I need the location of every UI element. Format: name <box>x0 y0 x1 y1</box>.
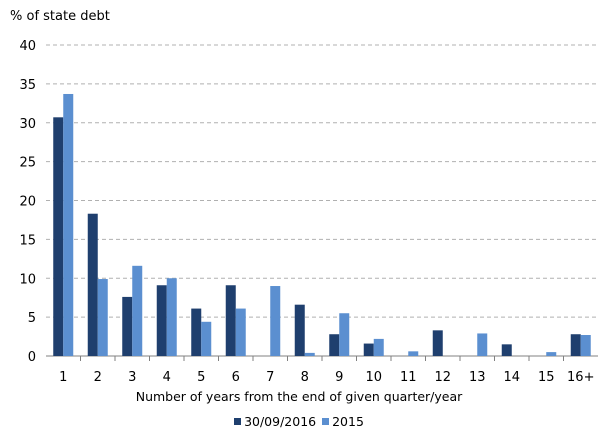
y-tick-label: 5 <box>28 311 36 326</box>
legend-label-series-2: 2015 <box>332 414 364 429</box>
bar-series-2-13 <box>477 333 488 356</box>
bar-series-1-2 <box>87 213 98 356</box>
x-tick-label: 2 <box>94 370 102 385</box>
bar-series-2-1 <box>63 93 74 357</box>
x-tick-label: 10 <box>365 370 382 385</box>
bar-series-2-10 <box>373 338 384 356</box>
bar-series-2-15 <box>546 352 557 356</box>
x-tick-label: 9 <box>335 370 343 385</box>
legend: 30/09/2016 2015 <box>0 414 598 429</box>
bar-series-1-3 <box>122 296 133 356</box>
x-tick-label: 15 <box>538 370 555 385</box>
bar-series-2-4 <box>166 278 177 356</box>
x-tick-label: 7 <box>266 370 274 385</box>
legend-item-series-1: 30/09/2016 <box>234 414 316 429</box>
bar-series-1-6 <box>225 285 236 356</box>
x-tick-label: 1 <box>59 370 67 385</box>
bar-series-1-9 <box>329 334 340 356</box>
bar-series-1-4 <box>156 285 167 356</box>
x-tick-label: 12 <box>434 370 451 385</box>
x-tick-label: 14 <box>503 370 520 385</box>
bar-series-2-16+ <box>580 335 591 356</box>
bar-series-1-1 <box>53 117 64 357</box>
bar-series-2-11 <box>408 351 419 356</box>
bar-series-1-14 <box>501 344 512 356</box>
x-tick-labels: 1 2 3 4 5 6 7 8 9 10 11 12 13 14 15 16+ <box>59 370 594 385</box>
x-axis-title: Number of years from the end of given qu… <box>135 389 463 404</box>
y-tick-label: 10 <box>19 272 36 287</box>
y-tick-label: 15 <box>19 233 36 248</box>
x-tick-label: 3 <box>128 370 136 385</box>
y-tick-label: 40 <box>19 39 36 54</box>
bar-series-1-12 <box>432 330 443 356</box>
legend-swatch-series-2 <box>322 418 330 425</box>
bar-series-2-3 <box>132 265 143 356</box>
bar-series-1-5 <box>191 308 202 356</box>
x-tick-label: 13 <box>469 370 486 385</box>
legend-item-series-2: 2015 <box>322 414 364 429</box>
bar-series-2-5 <box>201 321 212 356</box>
y-tick-label: 0 <box>28 350 36 365</box>
bar-series-1-16+ <box>570 334 581 356</box>
legend-label-series-1: 30/09/2016 <box>244 414 317 429</box>
y-tick-labels: 0 5 10 15 20 25 30 35 40 <box>19 39 36 365</box>
x-tick-label: 16+ <box>567 370 594 385</box>
bar-series-2-2 <box>97 279 108 356</box>
legend-swatch-series-1 <box>234 418 242 425</box>
bar-series-2-6 <box>235 308 246 356</box>
y-tick-label: 35 <box>19 78 36 93</box>
bar-series-2-7 <box>270 286 281 356</box>
bar-series-1-8 <box>294 304 305 356</box>
bar-series-2-8 <box>304 352 315 356</box>
y-tick-label: 20 <box>19 195 36 210</box>
x-tick-label: 5 <box>197 370 205 385</box>
x-tick-label: 11 <box>400 370 417 385</box>
x-tick-label: 8 <box>301 370 309 385</box>
y-tick-label: 25 <box>19 156 36 171</box>
y-axis-title: % of state debt <box>10 9 110 24</box>
y-tick-label: 30 <box>19 117 36 132</box>
bar-series-1-10 <box>363 343 374 356</box>
bar-series-2-9 <box>339 313 350 356</box>
x-tick-label: 4 <box>163 370 171 385</box>
x-tick-label: 6 <box>232 370 240 385</box>
bars <box>53 93 591 357</box>
